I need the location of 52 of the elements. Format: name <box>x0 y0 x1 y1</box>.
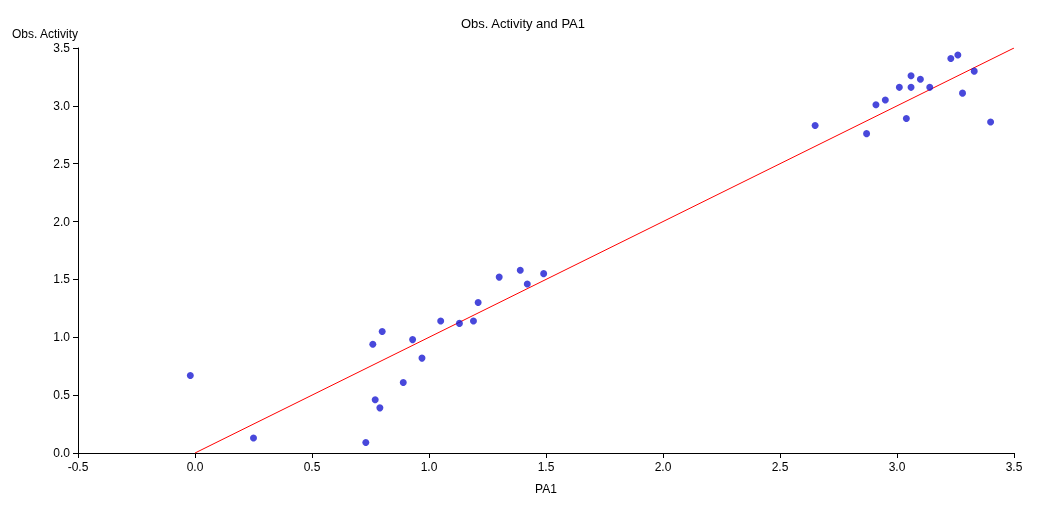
point <box>474 299 482 307</box>
point <box>959 89 967 97</box>
x-tick-label: 2.5 <box>771 460 789 474</box>
point <box>926 83 934 91</box>
point <box>369 340 377 348</box>
y-tick-label: 3.5 <box>53 41 71 55</box>
y-tick-label: 3.0 <box>53 98 71 113</box>
x-tick-label: 0.5 <box>303 460 321 474</box>
point <box>250 434 257 442</box>
x-axis-title: PA1 <box>535 482 558 496</box>
y-tick-label: 0.5 <box>53 388 71 403</box>
point <box>907 72 915 80</box>
point <box>437 317 445 325</box>
x-tick-label: 0.0 <box>186 460 204 474</box>
x-tick-label: 3.5 <box>1005 460 1023 474</box>
point <box>399 378 407 386</box>
point <box>863 130 871 138</box>
y-tick-label: 1.0 <box>53 330 71 345</box>
point <box>362 439 370 447</box>
point <box>907 83 915 91</box>
point <box>970 67 978 75</box>
x-tick-label: 2.0 <box>654 460 672 474</box>
point <box>186 371 194 379</box>
point <box>916 75 924 83</box>
point <box>902 115 910 123</box>
y-tick-label: 2.0 <box>53 214 71 229</box>
point <box>371 396 379 404</box>
point <box>540 270 548 278</box>
point <box>469 317 477 325</box>
point <box>516 266 524 274</box>
point <box>872 101 880 109</box>
point <box>954 51 962 59</box>
x-tick-label: -0.5 <box>67 460 89 474</box>
point <box>409 336 417 344</box>
y-tick-label: 2.5 <box>53 156 71 171</box>
point <box>947 54 955 62</box>
point <box>895 83 903 91</box>
x-tick-label: 1.5 <box>537 460 555 474</box>
point <box>987 118 995 126</box>
point <box>376 404 384 412</box>
y-tick-label: 1.5 <box>53 272 71 287</box>
x-tick-label: 3.0 <box>888 460 906 474</box>
point <box>378 328 386 335</box>
point <box>523 280 531 288</box>
chart-title: Obs. Activity and PA1 <box>460 16 586 31</box>
x-tick-label: 1.0 <box>420 460 438 474</box>
point <box>881 96 889 104</box>
point <box>455 319 463 327</box>
y-tick-label: 0.0 <box>53 446 71 460</box>
point <box>811 122 819 130</box>
y-axis-title: Obs. Activity <box>11 27 78 41</box>
point <box>495 273 503 281</box>
